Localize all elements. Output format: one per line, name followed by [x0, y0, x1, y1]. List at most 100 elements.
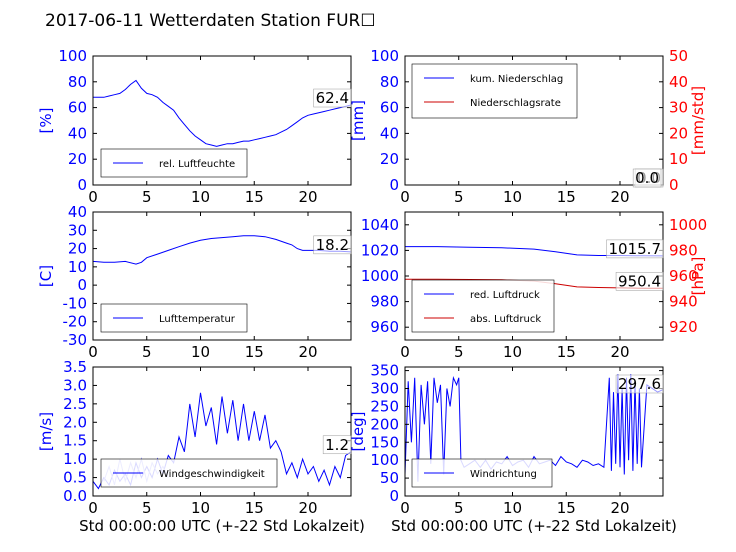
last-value-label: 1.2: [325, 436, 349, 454]
x-tick-label: 10: [503, 499, 522, 517]
y-tick-label-right: 1000: [669, 216, 707, 234]
y-tick-label: 3.5: [63, 358, 87, 376]
y-tick-label: 80: [68, 73, 87, 91]
y-axis-label-right: [mm/std]: [689, 86, 707, 155]
last-value-label: 297.6: [618, 375, 661, 393]
y-tick-label: 20: [68, 150, 87, 168]
x-tick-label: 15: [557, 188, 576, 206]
x-tick-label: 10: [191, 188, 210, 206]
panel-precipitation: 0 5 10 15 20 0 20 40 60 80 100 0 10 20 30 40 50 [mm] [mm/s…: [349, 47, 707, 206]
series-line-lufttemperatur: [93, 235, 351, 265]
y-tick-label: 40: [380, 124, 399, 142]
x-tick-label: 15: [557, 499, 576, 517]
panel-humidity: 0 5 10 15 20 0 20 40 60 80 100 [%] 62.4 rel. Luftfeuc…: [37, 47, 352, 206]
legend-label: abs. Luftdruck: [470, 314, 541, 325]
x-axis-label: Std 00:00:00 UTC (+-22 Std Lokalzeit): [391, 517, 677, 535]
x-tick-label: 0: [88, 499, 98, 517]
legend-frame: [411, 63, 578, 119]
y-tick-label: 250: [370, 397, 399, 415]
y-tick-label-right: 40: [669, 73, 688, 91]
last-value-box: [615, 374, 664, 394]
y-tick-label: 150: [370, 433, 399, 451]
legend-frame: [411, 279, 555, 333]
x-tick-label: 0: [400, 188, 410, 206]
y-tick-label: 1000: [361, 267, 399, 285]
x-tick-label: 15: [245, 499, 264, 517]
y-tick-label-right: 920: [669, 318, 698, 336]
y-tick-label: 3.0: [63, 376, 87, 394]
legend: Windrichtung: [411, 458, 553, 488]
y-axis-label: [m/s]: [37, 412, 55, 451]
y-tick-label-right: 0: [669, 176, 679, 194]
x-tick-label: 10: [503, 343, 522, 361]
last-value-label: 18.2: [316, 236, 349, 254]
x-tick-label: 20: [298, 343, 317, 361]
last-value-label: 62.4: [316, 89, 349, 107]
last-value-box: [313, 88, 352, 108]
x-tick-label: 5: [454, 343, 464, 361]
x-tick-label: 5: [454, 188, 464, 206]
y-axis-label: [%]: [37, 108, 55, 134]
plot-frame: [404, 366, 664, 497]
x-tick-label: 15: [557, 343, 576, 361]
y-tick-label: -30: [63, 331, 88, 349]
y-tick-label-right: 960: [669, 267, 698, 285]
x-tick-label: 5: [142, 343, 152, 361]
last-value-box-right: [632, 168, 662, 188]
last-value-box-right: [615, 272, 664, 291]
y-tick-label: -10: [63, 294, 88, 312]
legend-label: Niederschlagsrate: [470, 98, 561, 109]
y-tick-label: 1.0: [63, 450, 87, 468]
y-axis-label-right: [hPa]: [689, 257, 707, 296]
y-tick-label: 100: [370, 451, 399, 469]
x-tick-label: 10: [191, 499, 210, 517]
y-tick-label: 1020: [361, 241, 399, 259]
x-tick-label: 0: [400, 499, 410, 517]
y-tick-label: 1.5: [63, 432, 87, 450]
y-tick-label: 2.0: [63, 413, 87, 431]
figure-title: 2017-06-11 Wetterdaten Station FUR☐: [45, 11, 376, 31]
y-tick-label-right: 940: [669, 293, 698, 311]
y-tick-label: 10: [68, 258, 87, 276]
y-tick-label: 0: [77, 276, 87, 294]
x-tick-label: 5: [142, 188, 152, 206]
legend-label: red. Luftdruck: [470, 290, 540, 301]
y-tick-label: 20: [380, 150, 399, 168]
x-tick-label: 20: [610, 188, 629, 206]
legend-label: Windgeschwindigkeit: [159, 469, 265, 480]
y-tick-label: 60: [68, 99, 87, 117]
x-tick-label: 15: [245, 188, 264, 206]
y-tick-label: 200: [370, 415, 399, 433]
plot-frame: [404, 55, 664, 186]
legend: Windgeschwindigkeit: [100, 458, 278, 488]
y-tick-label: 980: [370, 293, 399, 311]
y-axis-label: [deg]: [349, 412, 367, 452]
y-tick-label: 30: [68, 221, 87, 239]
last-value-box: [322, 435, 352, 455]
legend: Lufttemperatur: [100, 303, 248, 333]
x-tick-label: 15: [245, 343, 264, 361]
plot-frame: [92, 366, 352, 497]
x-tick-label: 0: [400, 343, 410, 361]
y-axis-label: [C]: [37, 265, 55, 287]
y-tick-label: 100: [370, 47, 399, 65]
y-tick-label: 1040: [361, 216, 399, 234]
y-tick-label: 40: [68, 124, 87, 142]
x-tick-label: 20: [610, 499, 629, 517]
legend: kum. Niederschlag Niederschlagsrate: [411, 63, 578, 119]
y-tick-label: 80: [380, 73, 399, 91]
y-tick-label-right: 30: [669, 99, 688, 117]
legend-label: Windrichtung: [470, 469, 537, 480]
y-tick-label: 40: [68, 203, 87, 221]
y-tick-label: 0: [389, 176, 399, 194]
x-tick-label: 0: [88, 188, 98, 206]
y-tick-label: 0.5: [63, 469, 87, 487]
panel-windspeed: 0 5 10 15 20 0.00.51.01.52.02.53.03.5 [m/s] Std…: [37, 358, 365, 535]
last-value-box: [313, 235, 352, 255]
y-tick-label: 0: [389, 487, 399, 505]
legend-label: Lufttemperatur: [159, 314, 236, 325]
last-value-label-right: 0.0: [635, 169, 659, 187]
y-tick-label-right: 10: [669, 150, 688, 168]
panel-pressure: 0 5 10 15 20 960 980 1000 1020 1040 920 940 960 980 10…: [361, 211, 707, 361]
